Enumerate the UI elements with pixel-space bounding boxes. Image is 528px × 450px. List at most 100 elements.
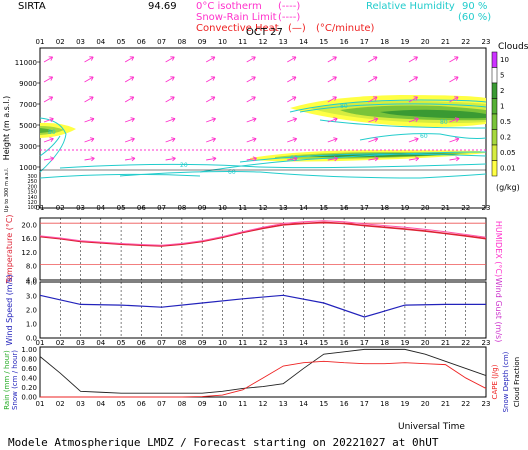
wind-panel: [39, 281, 487, 339]
wind-arrow: [84, 157, 95, 161]
forecast-caption: Modele Atmospherique LMDZ / Forecast sta…: [8, 436, 439, 449]
wind-arrow-head: [49, 117, 54, 123]
temperature-ylabel: Temperature (°C): [5, 214, 14, 284]
hour-tick-label: 18: [380, 339, 389, 347]
hour-tick-label: 09: [198, 400, 207, 408]
wind-arrow-head: [413, 96, 418, 101]
wind-arrow-head: [373, 76, 378, 81]
wind-arrow-head: [89, 76, 94, 81]
wind-arrow-head: [49, 137, 54, 143]
wind-arrow: [165, 157, 176, 161]
temperature-panel: [39, 217, 487, 281]
hour-tick-label: 14: [299, 339, 308, 347]
y-tick-label: 0.00: [21, 394, 37, 402]
legend-rh: Relative Humidity: [366, 1, 455, 12]
wind-arrow: [206, 157, 217, 161]
wind-arrow: [408, 118, 419, 123]
wind-arrow: [84, 76, 94, 83]
wind-arrow-head: [332, 96, 337, 101]
hour-tick-label: 01: [36, 400, 45, 408]
clouds-legend-label: 1: [500, 103, 504, 111]
hour-tick-label: 05: [117, 339, 126, 347]
hour-tick-label: 22: [461, 204, 470, 212]
hour-tick-label: 10: [218, 204, 227, 212]
rh-label: 60: [420, 133, 428, 140]
cloud-fraction-line: [39, 348, 487, 394]
hour-tick-label: 11: [238, 400, 247, 408]
wind-arrow: [246, 56, 256, 63]
clouds-legend-label: 0.5: [500, 118, 511, 126]
hour-tick-label: 01: [36, 204, 45, 212]
clouds-legend-label: 5: [500, 72, 504, 80]
clouds-legend: Clouds (g/kg) 10 5 2 1 0.5 0.2 0.05 0.01: [491, 42, 528, 192]
hour-tick-label: 11: [238, 204, 247, 212]
wind-arrow-head: [49, 156, 55, 162]
wind-arrow: [287, 76, 297, 83]
wind-arrow-head: [210, 76, 216, 81]
legend-snowrain-mark: (----): [278, 12, 300, 23]
hour-tick-label: 01: [36, 339, 45, 347]
hour-tick-label: 03: [76, 38, 85, 46]
wind-arrow: [125, 157, 136, 161]
hour-tick-label: 07: [157, 400, 166, 408]
y-tick-label: 12.0: [21, 249, 37, 257]
hour-tick-label: 03: [76, 400, 85, 408]
wind-arrow: [43, 157, 54, 161]
wind-arrow: [84, 96, 94, 103]
wind-arrow: [206, 118, 216, 123]
hour-tick-label: 04: [96, 38, 105, 46]
wind-arrow-head: [131, 156, 136, 162]
hour-tick-label: 15: [319, 400, 328, 408]
y-tick-label: 0.60: [21, 365, 37, 373]
wind-arrow: [246, 76, 256, 83]
wind-arrow-head: [373, 56, 378, 61]
hour-tick-label: 07: [157, 204, 166, 212]
hour-tick-label: 21: [441, 38, 450, 46]
wind-arrow: [368, 96, 378, 103]
hour-tick-label: 17: [360, 339, 369, 347]
wind-arrow: [327, 96, 337, 103]
wind-arrow-head: [89, 96, 94, 101]
temperature-series-line: [39, 220, 487, 246]
wind-arrow-head: [212, 156, 217, 162]
wind-arrow-head: [454, 117, 460, 123]
hour-tick-label: 11: [238, 38, 247, 46]
hour-tick-label: 10: [218, 339, 227, 347]
wind-arrow: [124, 118, 135, 123]
wind-arrow: [43, 76, 53, 83]
legend-convective-unit: (°C/minute): [316, 23, 375, 34]
wind-arrow-head: [252, 156, 257, 162]
legend-convective: Convective Heat: [196, 23, 279, 34]
hour-tick-label: 20: [421, 204, 430, 212]
wind-arrow-head: [171, 117, 176, 123]
cloud-y-tick-label: 3000: [19, 143, 37, 151]
wind-ylabel: Wind Speed (m/s): [5, 274, 14, 345]
hour-tick-label: 07: [157, 339, 166, 347]
hour-tick-label: 10: [218, 400, 227, 408]
wind-arrow: [205, 96, 216, 103]
wind-arrow: [449, 157, 460, 161]
wind-arrow-head: [251, 76, 256, 81]
clouds-legend-swatch: [491, 98, 498, 115]
hour-tick-label: 22: [461, 38, 470, 46]
wind-arrow: [449, 96, 459, 103]
wind-arrow: [124, 138, 135, 143]
cloud-y-tick-label: 250: [27, 179, 37, 185]
wind-arrow-head: [89, 117, 95, 123]
wind-arrow-head: [90, 156, 95, 162]
wind-arrow-head: [170, 76, 175, 81]
rh-label: 80: [340, 103, 348, 110]
hour-tick-label: 22: [461, 339, 470, 347]
hour-tick-label: 21: [441, 339, 450, 347]
hour-tick-label: 13: [279, 400, 288, 408]
wind-arrow: [327, 138, 338, 143]
hour-tick-label: 02: [56, 339, 65, 347]
wind-arrow: [368, 76, 378, 83]
wind-arrow-head: [332, 56, 337, 61]
hour-tick-label: 14: [299, 400, 308, 408]
cloud-panel: 80 80 60 20 60 60 80: [39, 47, 487, 209]
wind-arrow-head: [129, 76, 135, 81]
wind-arrow: [408, 56, 418, 63]
wind-arrow: [43, 56, 53, 63]
cloud-y-tick-label: 150: [27, 190, 37, 196]
